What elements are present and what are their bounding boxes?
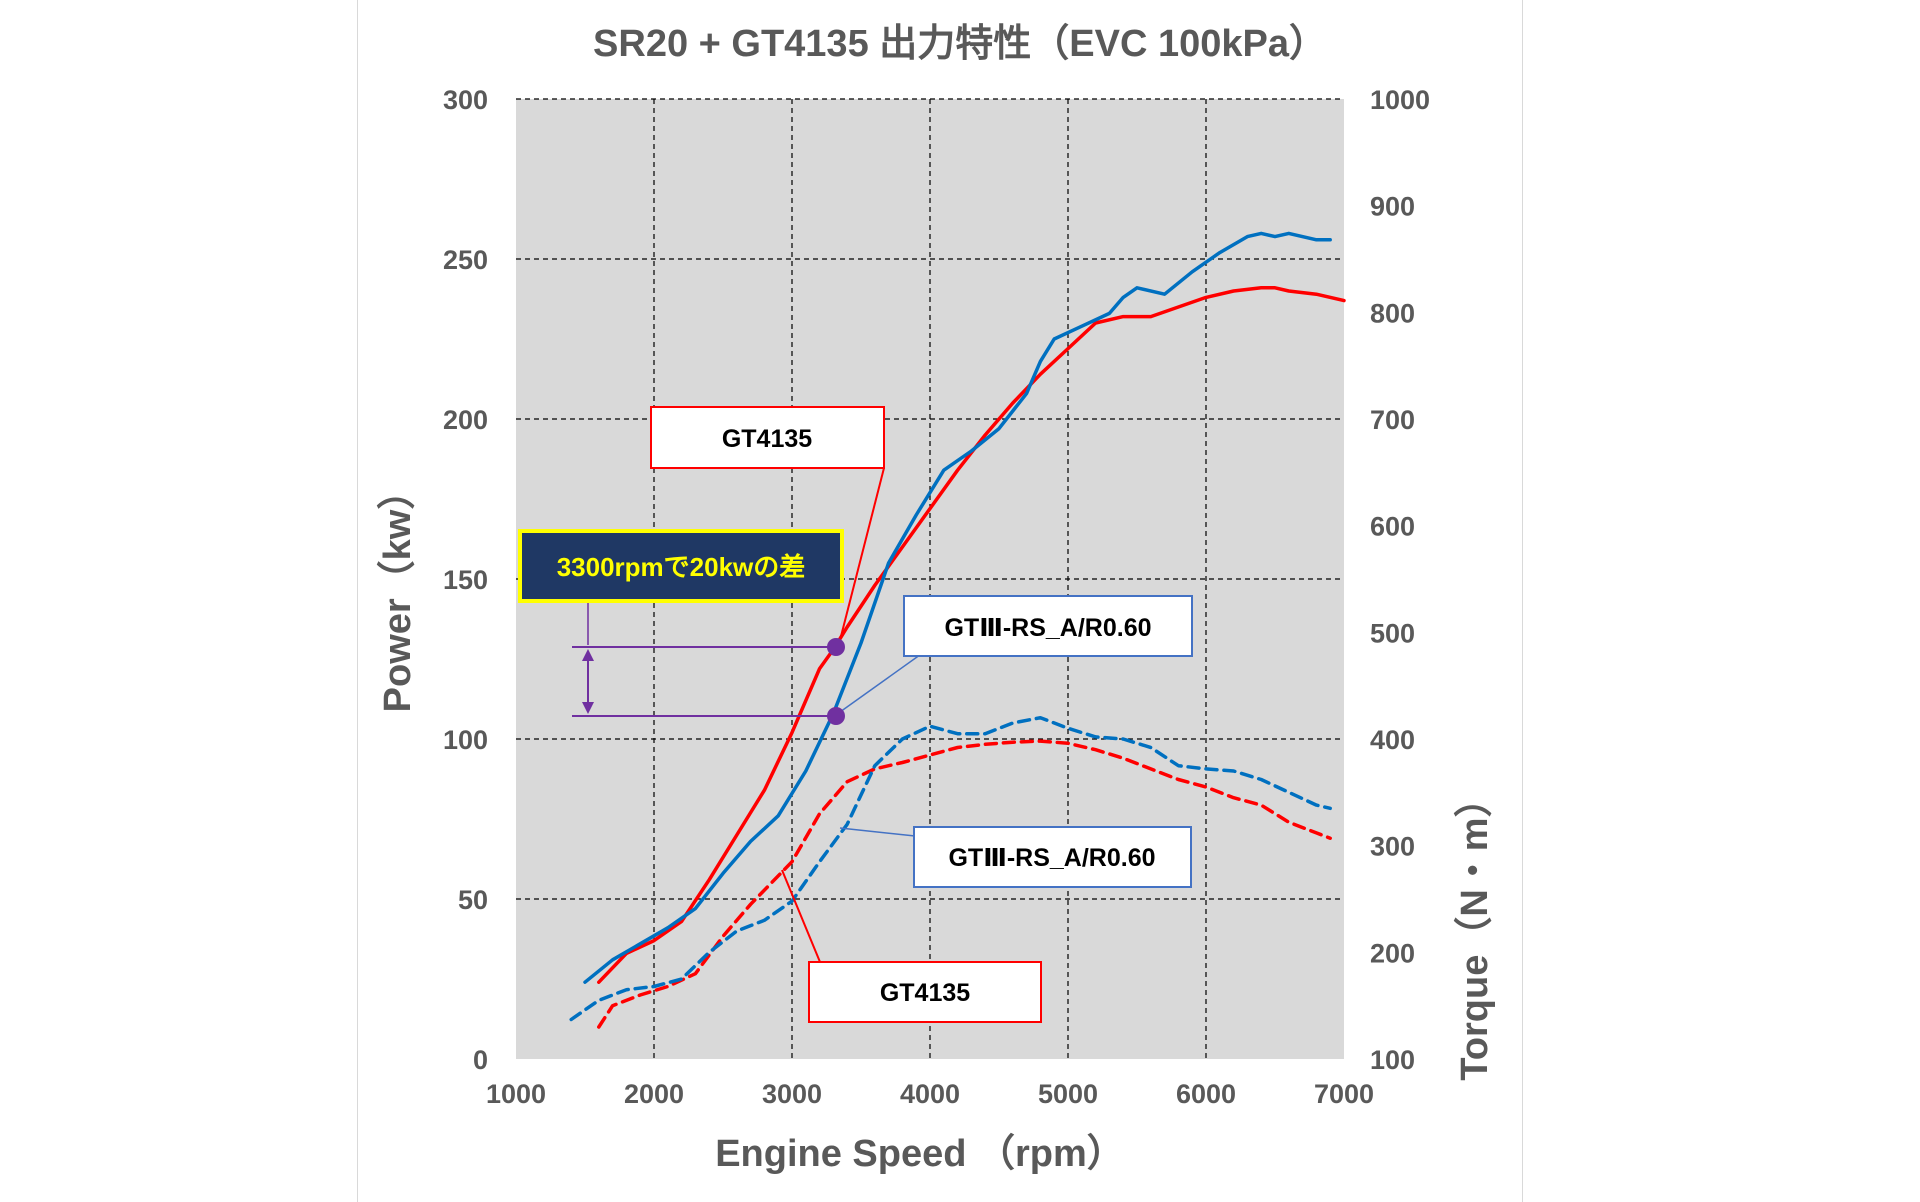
series-lines <box>569 231 1346 1029</box>
y-right-tick-label: 1000 <box>1370 85 1430 115</box>
leader-gt4135-power <box>837 467 885 649</box>
y-left-tick-label: 200 <box>443 405 488 435</box>
chart-title: SR20 + GT4135 出力特性（EVC 100kPa） <box>593 23 1327 65</box>
y-right-tick-label: 100 <box>1370 1045 1415 1075</box>
y-right-tick-label: 400 <box>1370 725 1415 755</box>
y-right-axis-label: Torque（N・m） <box>1454 779 1496 1080</box>
x-tick-label: 6000 <box>1176 1079 1236 1109</box>
y-right-tick-label: 700 <box>1370 405 1415 435</box>
x-axis-label: Engine Speed （rpm） <box>715 1133 1125 1175</box>
x-tick-label: 5000 <box>1038 1079 1098 1109</box>
x-tick-labels: 1000 2000 3000 4000 5000 6000 7000 <box>486 1079 1374 1109</box>
y-left-tick-label: 250 <box>443 245 488 275</box>
series-gt3-rs-torque <box>569 715 1332 1022</box>
y-left-tick-label: 50 <box>458 885 488 915</box>
x-tick-label: 4000 <box>900 1079 960 1109</box>
y-right-tick-label: 200 <box>1370 938 1415 968</box>
x-tick-label: 7000 <box>1314 1079 1374 1109</box>
leader-gt3rs-power <box>839 651 925 713</box>
label-gt4135-power: GT4135 <box>722 425 812 453</box>
x-tick-label: 1000 <box>486 1079 546 1109</box>
x-tick-label: 3000 <box>762 1079 822 1109</box>
label-gt3rs-torque: GTⅢ-RS_A/R0.60 <box>948 844 1155 872</box>
y-right-tick-label: 300 <box>1370 832 1415 862</box>
marker-gt3rs-point <box>827 707 845 725</box>
label-box-gt4135-torque: GT4135 <box>808 961 1042 1023</box>
note-text: 3300rpmで20kwの差 <box>557 552 806 582</box>
y-right-tick-label: 600 <box>1370 512 1415 542</box>
y-left-tick-label: 100 <box>443 725 488 755</box>
label-gt4135-torque: GT4135 <box>880 979 970 1007</box>
y-left-tick-label: 0 <box>473 1045 488 1075</box>
y-left-tick-label: 300 <box>443 85 488 115</box>
label-box-gt3rs-torque: GTⅢ-RS_A/R0.60 <box>913 826 1192 888</box>
leader-gt4135-torque <box>781 869 821 963</box>
label-gt3rs-power: GTⅢ-RS_A/R0.60 <box>944 614 1151 642</box>
marker-gt4135-point <box>827 638 845 656</box>
x-tick-label: 2000 <box>624 1079 684 1109</box>
label-box-gt4135-power: GT4135 <box>650 406 885 469</box>
series-gt3-rs-power <box>583 231 1332 984</box>
y-right-tick-label: 800 <box>1370 298 1415 328</box>
y-right-tick-label: 900 <box>1370 192 1415 222</box>
y-right-tick-labels: 100 200 300 400 500 600 700 800 900 1000 <box>1370 85 1430 1075</box>
note-box: 3300rpmで20kwの差 <box>518 529 844 603</box>
y-left-tick-labels: 0 50 100 150 200 250 300 <box>443 85 488 1075</box>
difference-indicator <box>572 603 845 725</box>
label-box-gt3rs-power: GTⅢ-RS_A/R0.60 <box>903 595 1193 657</box>
y-left-tick-label: 150 <box>443 565 488 595</box>
y-right-tick-label: 500 <box>1370 618 1415 648</box>
leader-gt3rs-torque <box>839 827 916 837</box>
series-gt4135-torque <box>597 739 1332 1029</box>
y-left-axis-label: Power（kw） <box>377 472 419 713</box>
chart-frame <box>357 0 1523 1202</box>
